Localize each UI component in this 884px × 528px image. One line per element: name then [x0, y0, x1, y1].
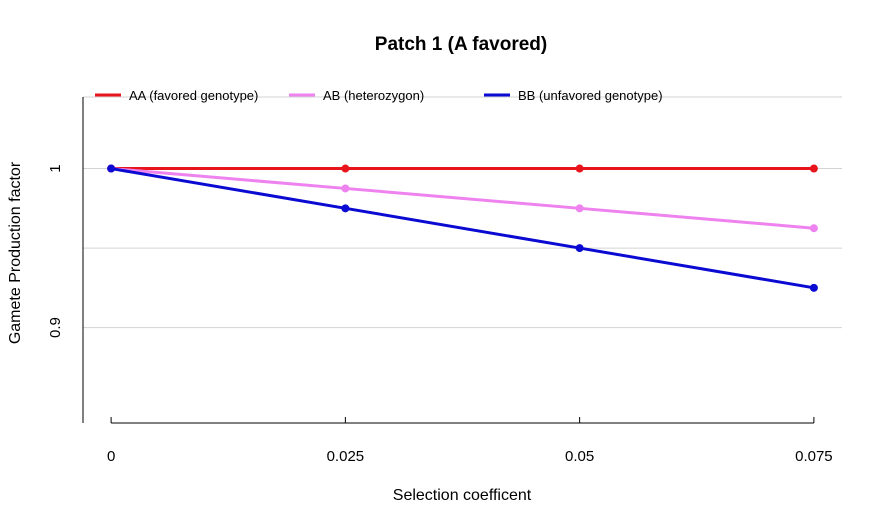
data-point [809, 283, 818, 292]
data-point [575, 164, 584, 173]
legend-label: BB (unfavored genotype) [518, 88, 663, 103]
series-1 [107, 164, 818, 233]
legend-item: AA (favored genotype) [95, 88, 258, 103]
y-tick-label: 0.9 [47, 317, 64, 338]
x-tick-label: 0.025 [327, 448, 365, 465]
series-0 [107, 164, 818, 173]
data-point [107, 164, 116, 173]
data-point [341, 164, 350, 173]
gridlines [83, 96, 842, 329]
legend: AA (favored genotype) AB (heterozygon) BB … [95, 88, 663, 103]
x-tick-label: 0 [107, 448, 115, 465]
x-axis-title: Selection coefficent [393, 487, 532, 504]
data-point [341, 184, 350, 193]
y-axis-title: Gamete Production factor [7, 161, 24, 344]
data-point [809, 224, 818, 233]
axes: 0 0.025 0.05 0.075 1 0.9 [47, 97, 833, 465]
x-tick-label: 0.075 [795, 448, 833, 465]
chart-title: Patch 1 (A favored) [375, 34, 547, 55]
data-point [809, 164, 818, 173]
series-line [109, 167, 816, 290]
series-group [107, 164, 818, 292]
y-tick-label: 1 [47, 164, 64, 172]
data-point [341, 204, 350, 213]
x-tick-label: 0.05 [565, 448, 594, 465]
series-line [109, 167, 816, 230]
legend-item: BB (unfavored genotype) [484, 88, 663, 103]
legend-label: AA (favored genotype) [129, 88, 258, 103]
data-point [575, 204, 584, 213]
series-2 [107, 164, 818, 292]
legend-item: AB (heterozygon) [289, 88, 424, 103]
data-point [575, 244, 584, 253]
legend-label: AB (heterozygon) [323, 88, 424, 103]
